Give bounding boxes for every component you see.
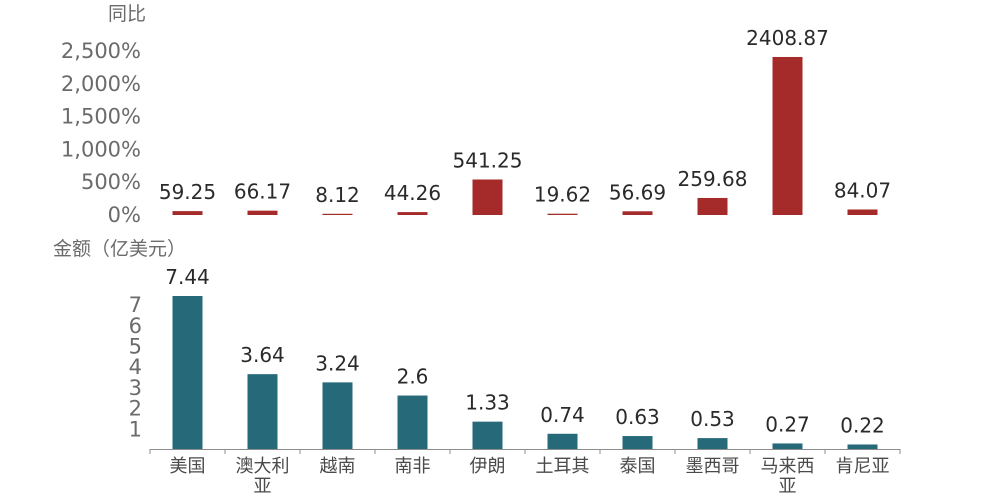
bottom-y-tick-label: 2	[129, 397, 142, 421]
bottom-bar	[397, 395, 428, 449]
bottom-bar	[322, 382, 353, 449]
bottom-bar-value-label: 3.64	[240, 343, 285, 367]
top-bar-value-label: 44.26	[384, 181, 441, 205]
bottom-bar-value-label: 0.22	[840, 413, 885, 437]
top-bar	[472, 179, 503, 215]
bottom-y-tick-label: 1	[129, 417, 142, 441]
category-label: 土耳其	[536, 456, 590, 477]
bottom-bar	[847, 444, 878, 449]
top-y-tick-label: 2,000%	[61, 72, 141, 96]
bottom-bar-value-label: 1.33	[465, 391, 510, 415]
top-y-tick-label: 2,500%	[61, 39, 141, 63]
bottom-bar	[547, 433, 578, 449]
bottom-y-tick-label: 4	[129, 355, 142, 379]
bottom-axis-title: 金额（亿美元）	[53, 238, 186, 260]
category-label: 南非	[395, 456, 431, 477]
top-y-tick-label: 0%	[108, 203, 141, 227]
top-bar-value-label: 59.25	[159, 180, 216, 204]
top-bar-value-label: 2408.87	[746, 26, 829, 50]
amount-chart: 金额（亿美元）76543217.44美国3.64澳大利亚3.24越南2.6南非1…	[53, 238, 901, 497]
top-bar	[322, 213, 353, 215]
bottom-y-tick-label: 3	[129, 376, 142, 400]
category-label: 伊朗	[470, 456, 506, 477]
bottom-bar	[622, 436, 653, 449]
category-label: 墨西哥	[686, 456, 740, 477]
top-bar	[172, 211, 203, 215]
top-bar	[547, 213, 578, 215]
bottom-bar-value-label: 7.44	[165, 265, 210, 289]
bottom-bar	[247, 374, 278, 449]
bottom-bar-value-label: 0.63	[615, 405, 660, 429]
top-bar-value-label: 66.17	[234, 180, 291, 204]
category-label: 肯尼亚	[836, 456, 890, 477]
top-bar-value-label: 8.12	[315, 183, 360, 207]
top-bar-value-label: 56.69	[609, 180, 666, 204]
top-bar-value-label: 259.68	[678, 167, 748, 191]
top-bar	[247, 210, 278, 215]
top-bar	[772, 56, 803, 216]
bottom-bar	[472, 421, 503, 449]
category-label: 亚	[254, 476, 272, 497]
top-y-tick-label: 1,500%	[61, 105, 141, 129]
bottom-y-tick-label: 6	[129, 314, 142, 338]
category-label: 泰国	[620, 456, 656, 477]
bottom-bar	[772, 443, 803, 449]
bottom-bar-value-label: 0.74	[540, 403, 585, 427]
bottom-bar-value-label: 2.6	[397, 365, 429, 389]
bottom-bar	[697, 438, 728, 449]
top-y-tick-label: 500%	[81, 170, 141, 194]
yoy-growth-chart: 同比 2,500% 2,000% 1,500% 1,000% 500% 0% 59.25 66.…	[61, 3, 891, 227]
top-bar-value-label: 84.07	[834, 178, 891, 202]
category-label: 亚	[779, 476, 797, 497]
top-bar-value-label: 19.62	[534, 183, 591, 207]
bottom-y-tick-label: 5	[129, 335, 142, 359]
top-axis-title: 同比	[108, 3, 146, 25]
top-y-tick-label: 1,000%	[61, 137, 141, 161]
bottom-bar-value-label: 0.27	[765, 412, 810, 436]
bottom-y-tick-label: 7	[129, 293, 142, 317]
bottom-bar-value-label: 3.24	[315, 351, 360, 375]
bottom-bar-value-label: 0.53	[690, 407, 735, 431]
bottom-bar	[172, 296, 203, 449]
top-bar	[397, 212, 428, 215]
category-label: 美国	[170, 456, 206, 477]
category-label: 澳大利	[236, 456, 290, 477]
top-bar-value-label: 541.25	[453, 148, 523, 172]
top-bar	[697, 197, 728, 215]
category-label: 越南	[320, 456, 356, 477]
category-label: 马来西	[761, 456, 815, 477]
top-bar	[622, 211, 653, 215]
top-bar	[847, 209, 878, 215]
